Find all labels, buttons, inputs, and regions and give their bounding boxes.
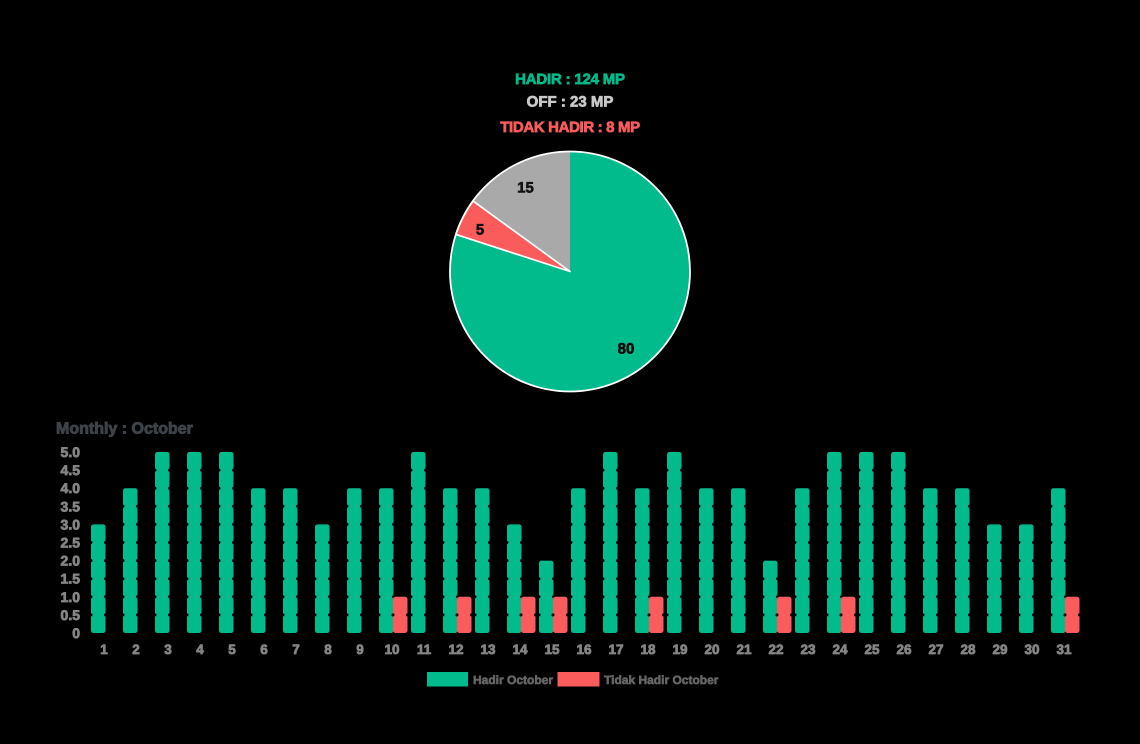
svg-text:1.0: 1.0 [61,589,81,605]
svg-text:80: 80 [618,340,635,357]
svg-text:2.5: 2.5 [61,535,81,551]
svg-text:16: 16 [576,642,592,657]
svg-text:25: 25 [864,642,880,657]
svg-text:22: 22 [768,642,783,657]
svg-text:1: 1 [100,642,108,657]
svg-text:3.0: 3.0 [61,516,81,532]
svg-text:26: 26 [896,642,912,657]
svg-text:23: 23 [800,642,816,657]
svg-text:28: 28 [960,642,976,657]
svg-text:31: 31 [1056,642,1072,657]
svg-text:21: 21 [736,642,752,657]
svg-text:11: 11 [417,642,432,657]
svg-text:2.0: 2.0 [61,553,81,569]
svg-text:1.5: 1.5 [61,571,81,587]
svg-text:0.5: 0.5 [61,607,81,623]
svg-text:8: 8 [324,642,332,657]
svg-text:30: 30 [1024,642,1039,657]
svg-text:3.5: 3.5 [61,498,81,514]
svg-text:15: 15 [517,179,534,196]
svg-text:4.0: 4.0 [61,480,81,496]
svg-text:17: 17 [608,642,623,657]
svg-text:Monthly : October: Monthly : October [56,421,193,438]
svg-text:2: 2 [132,642,140,657]
svg-text:Tidak Hadir October: Tidak Hadir October [604,673,719,687]
svg-text:HADIR : 124 MP: HADIR : 124 MP [515,71,625,88]
svg-text:6: 6 [260,642,268,657]
svg-text:19: 19 [672,642,687,657]
svg-text:15: 15 [544,642,560,657]
svg-text:12: 12 [448,642,463,657]
svg-text:27: 27 [928,642,943,657]
svg-text:7: 7 [292,642,300,657]
svg-text:10: 10 [384,642,399,657]
svg-text:29: 29 [992,642,1007,657]
svg-text:5.0: 5.0 [61,444,81,460]
svg-text:4: 4 [196,642,204,657]
svg-text:4.5: 4.5 [61,462,81,478]
svg-text:9: 9 [356,642,364,657]
svg-text:13: 13 [480,642,496,657]
svg-text:0: 0 [72,625,80,641]
svg-text:Hadir October: Hadir October [473,673,553,687]
svg-text:18: 18 [640,642,656,657]
svg-text:3: 3 [164,642,172,657]
svg-text:14: 14 [512,642,528,657]
svg-text:24: 24 [832,642,848,657]
svg-text:20: 20 [704,642,719,657]
svg-text:5: 5 [476,222,484,239]
svg-text:5: 5 [228,642,236,657]
svg-text:TIDAK HADIR : 8 MP: TIDAK HADIR : 8 MP [500,119,640,136]
svg-text:OFF : 23 MP: OFF : 23 MP [527,94,614,111]
